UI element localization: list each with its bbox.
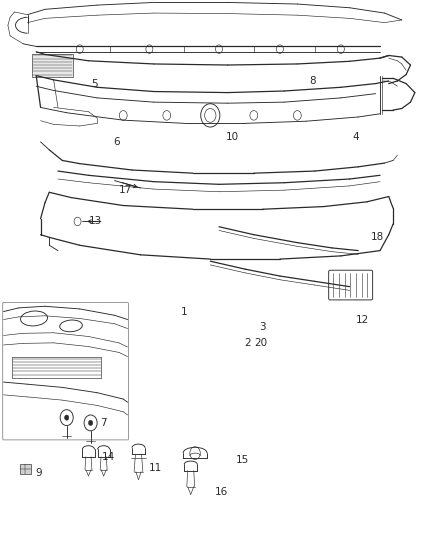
Circle shape [64, 415, 69, 420]
Text: 20: 20 [254, 338, 267, 349]
Circle shape [88, 420, 93, 425]
Text: 10: 10 [226, 132, 239, 142]
Text: 7: 7 [100, 418, 107, 428]
Text: 4: 4 [353, 132, 360, 142]
Text: 8: 8 [309, 76, 316, 86]
Text: 9: 9 [35, 469, 42, 478]
Text: 18: 18 [371, 232, 385, 243]
Bar [20, 464, 31, 474]
Text: 2: 2 [244, 338, 251, 349]
Text: 16: 16 [215, 487, 228, 497]
Text: 5: 5 [92, 78, 98, 88]
Text: 11: 11 [149, 463, 162, 473]
Text: 1: 1 [181, 306, 187, 317]
Text: 17: 17 [119, 184, 132, 195]
Text: 13: 13 [88, 216, 102, 227]
Text: 14: 14 [101, 453, 115, 463]
Text: 3: 3 [259, 322, 266, 333]
Bar [32, 54, 73, 77]
Text: 15: 15 [237, 455, 250, 465]
Text: 6: 6 [113, 137, 120, 147]
Text: 12: 12 [356, 314, 369, 325]
